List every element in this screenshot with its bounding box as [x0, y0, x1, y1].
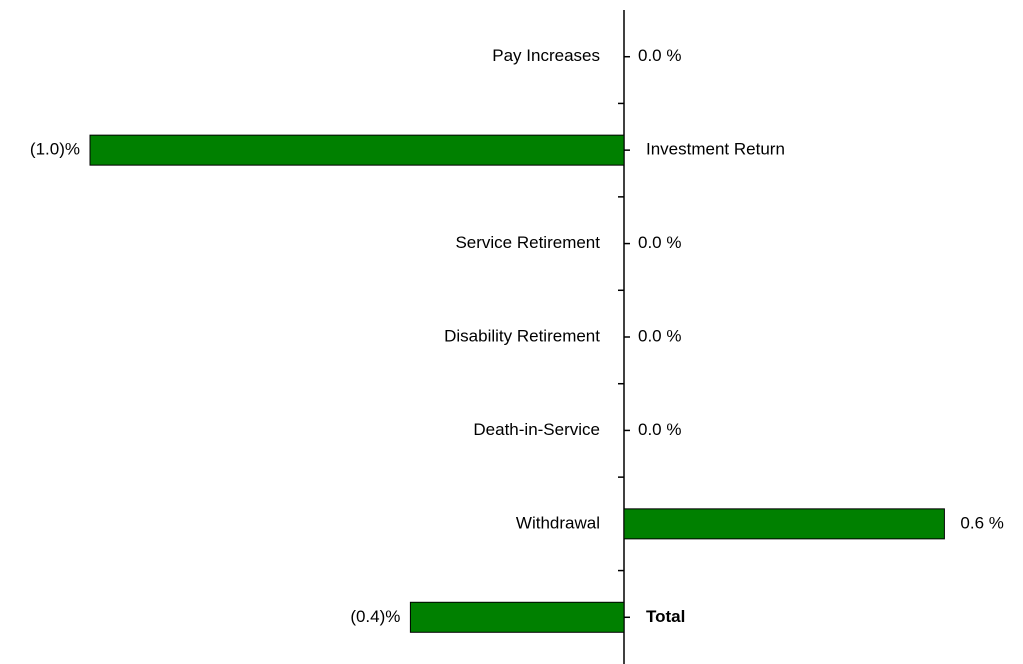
value-label: 0.0 % [638, 233, 681, 252]
value-label: 0.6 % [960, 513, 1003, 532]
category-label: Total [646, 607, 685, 626]
bar [623, 508, 945, 540]
category-label: Pay Increases [492, 46, 600, 65]
value-label: 0.0 % [638, 420, 681, 439]
value-label: 0.0 % [638, 326, 681, 345]
category-label: Service Retirement [455, 233, 600, 252]
category-label: Investment Return [646, 140, 785, 159]
category-label: Withdrawal [516, 513, 600, 532]
bar [89, 134, 625, 166]
category-label: Death-in-Service [473, 420, 600, 439]
category-label: Disability Retirement [444, 326, 600, 345]
value-label: (1.0)% [30, 140, 80, 159]
value-label: 0.0 % [638, 46, 681, 65]
bar [409, 601, 625, 633]
value-label: (0.4)% [350, 607, 400, 626]
